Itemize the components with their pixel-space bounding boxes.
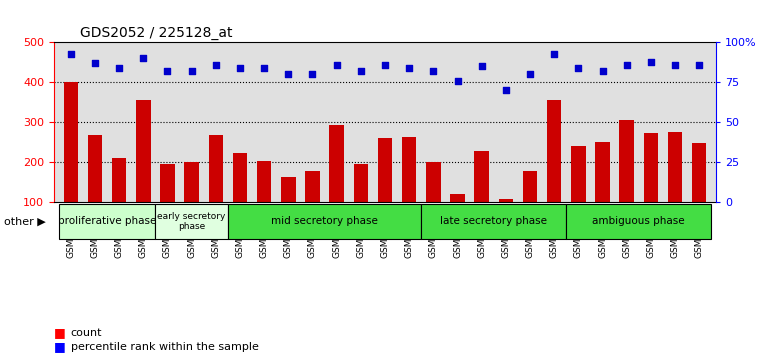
Text: early secretory
phase: early secretory phase xyxy=(158,212,226,231)
Text: GDS2052 / 225128_at: GDS2052 / 225128_at xyxy=(80,26,233,40)
Point xyxy=(186,68,198,74)
Point xyxy=(137,56,149,61)
Text: mid secretory phase: mid secretory phase xyxy=(271,216,378,226)
Point xyxy=(524,72,536,77)
Bar xyxy=(330,125,344,241)
Point xyxy=(621,62,633,68)
Text: percentile rank within the sample: percentile rank within the sample xyxy=(71,342,259,352)
Point xyxy=(234,65,246,71)
Point xyxy=(693,62,705,68)
Point xyxy=(89,60,101,66)
Bar xyxy=(281,177,296,241)
Point xyxy=(500,87,512,93)
Bar xyxy=(402,137,417,241)
Text: ■: ■ xyxy=(54,341,65,353)
Bar xyxy=(692,143,706,241)
Bar xyxy=(644,133,658,241)
Point xyxy=(258,65,270,71)
Bar xyxy=(305,171,320,241)
Point xyxy=(403,65,415,71)
Bar xyxy=(595,142,610,241)
Text: ambiguous phase: ambiguous phase xyxy=(592,216,685,226)
Text: late secretory phase: late secretory phase xyxy=(440,216,547,226)
Point xyxy=(306,72,319,77)
Bar xyxy=(88,135,102,241)
Bar xyxy=(668,132,682,241)
Point xyxy=(427,68,440,74)
Bar xyxy=(257,161,271,241)
Point xyxy=(644,59,657,64)
Point xyxy=(282,72,294,77)
Point xyxy=(330,62,343,68)
Bar xyxy=(474,151,489,241)
Bar xyxy=(619,120,634,241)
Point xyxy=(572,65,584,71)
Bar xyxy=(64,82,78,241)
Bar xyxy=(426,162,440,241)
Text: count: count xyxy=(71,328,102,338)
Bar xyxy=(499,199,513,241)
Point xyxy=(379,62,391,68)
Bar xyxy=(184,162,199,241)
Text: other ▶: other ▶ xyxy=(4,216,45,226)
Point xyxy=(669,62,681,68)
Point xyxy=(162,68,174,74)
Point xyxy=(113,65,126,71)
Text: proliferative phase: proliferative phase xyxy=(58,216,156,226)
Point xyxy=(209,62,222,68)
Bar xyxy=(209,135,223,241)
Bar xyxy=(353,164,368,241)
Bar xyxy=(233,153,247,241)
Bar xyxy=(112,158,126,241)
Point xyxy=(65,51,77,56)
Point xyxy=(476,64,488,69)
Point xyxy=(355,68,367,74)
Bar xyxy=(450,194,465,241)
Bar xyxy=(547,100,561,241)
Bar xyxy=(571,146,586,241)
Text: ■: ■ xyxy=(54,326,65,339)
Point xyxy=(451,78,464,84)
Bar xyxy=(378,138,392,241)
Bar xyxy=(136,100,151,241)
Point xyxy=(548,51,561,56)
Point xyxy=(596,68,608,74)
Bar xyxy=(160,164,175,241)
Bar xyxy=(523,171,537,241)
